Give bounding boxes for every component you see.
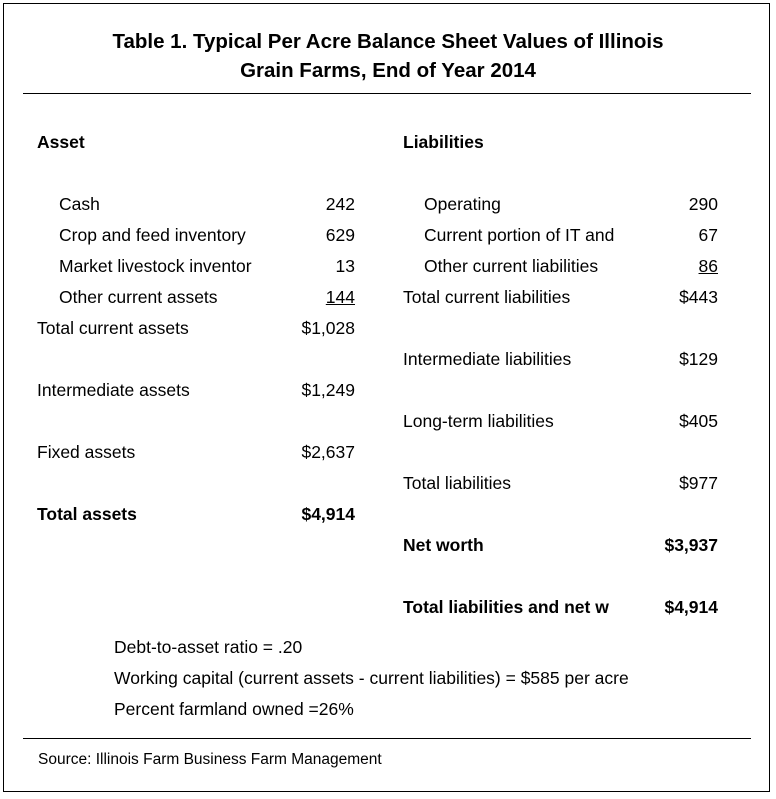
liability-label-operating: Operating [424, 194, 501, 214]
asset-value-fixed: $2,637 [301, 442, 355, 462]
asset-value-other-current: 144 [325, 287, 355, 307]
asset-value-livestock: 13 [335, 256, 355, 276]
title-line-2: Grain Farms, End of Year 2014 [240, 59, 536, 82]
source-divider [23, 738, 751, 739]
liability-label-other-current: Other current liabilities [424, 256, 599, 276]
asset-label-cash: Cash [59, 194, 100, 214]
note-working-capital: Working capital (current assets - curren… [114, 668, 629, 688]
asset-label-other-current: Other current assets [59, 287, 218, 307]
asset-value-total-current: $1,028 [301, 318, 355, 338]
liability-label-long-term: Long-term liabilities [403, 411, 554, 431]
total-liabilities-net-worth-value: $4,914 [664, 597, 718, 617]
liability-value-total: $977 [679, 473, 718, 493]
asset-value-intermediate: $1,249 [301, 380, 355, 400]
asset-value-cash: 242 [325, 194, 355, 214]
liability-value-current-portion: 67 [698, 225, 718, 245]
asset-value-total: $4,914 [301, 504, 355, 524]
liabilities-header: Liabilities [403, 132, 484, 152]
liability-label-total-current: Total current liabilities [403, 287, 571, 307]
note-farmland-owned: Percent farmland owned =26% [114, 699, 354, 719]
asset-label-livestock: Market livestock inventor [59, 256, 252, 276]
liability-label-total: Total liabilities [403, 473, 511, 493]
liability-label-intermediate: Intermediate liabilities [403, 349, 572, 369]
table-frame [3, 3, 770, 792]
table-title: Table 1. Typical Per Acre Balance Sheet … [0, 27, 776, 85]
title-divider [23, 93, 751, 94]
liability-value-long-term: $405 [679, 411, 718, 431]
asset-label-fixed: Fixed assets [37, 442, 136, 462]
liability-label-current-portion: Current portion of IT and [424, 225, 615, 245]
note-debt-to-asset: Debt-to-asset ratio = .20 [114, 637, 303, 657]
liability-value-operating: 290 [688, 194, 718, 214]
total-liabilities-net-worth-label: Total liabilities and net w [403, 597, 609, 617]
liability-value-total-current: $443 [679, 287, 718, 307]
title-line-1: Table 1. Typical Per Acre Balance Sheet … [112, 30, 664, 53]
liability-value-other-current: 86 [698, 256, 718, 276]
asset-label-intermediate: Intermediate assets [37, 380, 190, 400]
asset-label-total: Total assets [37, 504, 137, 524]
asset-header: Asset [37, 132, 85, 152]
asset-label-total-current: Total current assets [37, 318, 189, 338]
net-worth-value: $3,937 [664, 535, 718, 555]
asset-label-crop-feed: Crop and feed inventory [59, 225, 246, 245]
source-note: Source: Illinois Farm Business Farm Mana… [38, 751, 382, 768]
liability-value-intermediate: $129 [679, 349, 718, 369]
net-worth-label: Net worth [403, 535, 484, 555]
asset-value-crop-feed: 629 [325, 225, 355, 245]
